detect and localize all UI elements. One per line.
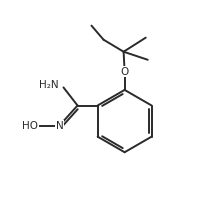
Text: H₂N: H₂N bbox=[39, 80, 58, 90]
Text: N: N bbox=[55, 121, 63, 131]
Text: O: O bbox=[120, 67, 128, 77]
Text: HO: HO bbox=[22, 121, 38, 131]
